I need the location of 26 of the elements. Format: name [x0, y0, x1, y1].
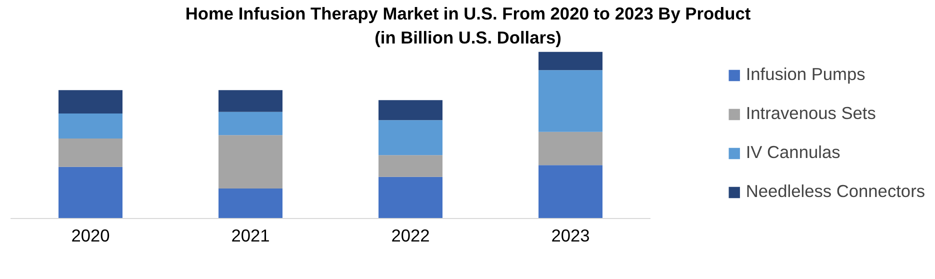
bar	[58, 90, 122, 114]
x-tick-label: 2023	[551, 226, 590, 246]
chart-title: Home Infusion Therapy Market in U.S. From 2020 to 2023 By Product	[185, 4, 751, 24]
bar	[378, 100, 442, 120]
legend-label: IV Cannulas	[746, 142, 840, 163]
x-tick-label: 2020	[71, 226, 110, 246]
bar	[378, 120, 442, 156]
bar	[538, 52, 602, 70]
x-tick-label: 2021	[231, 226, 270, 246]
bar	[218, 112, 282, 136]
x-tick-label: 2022	[391, 226, 430, 246]
bar	[218, 188, 282, 218]
legend-label: Infusion Pumps	[746, 64, 866, 85]
bar	[58, 138, 122, 167]
bar	[218, 135, 282, 188]
bar	[58, 166, 122, 218]
bar	[378, 155, 442, 177]
bar	[378, 176, 442, 218]
legend-label: Intravenous Sets	[746, 103, 876, 124]
bar	[58, 114, 122, 138]
chart-subtitle: (in Billion U.S. Dollars)	[374, 28, 562, 48]
bar	[538, 165, 602, 218]
legend-label: Needleless Connectors	[746, 181, 925, 202]
bar	[538, 132, 602, 166]
bar	[218, 90, 282, 112]
bar	[538, 70, 602, 132]
